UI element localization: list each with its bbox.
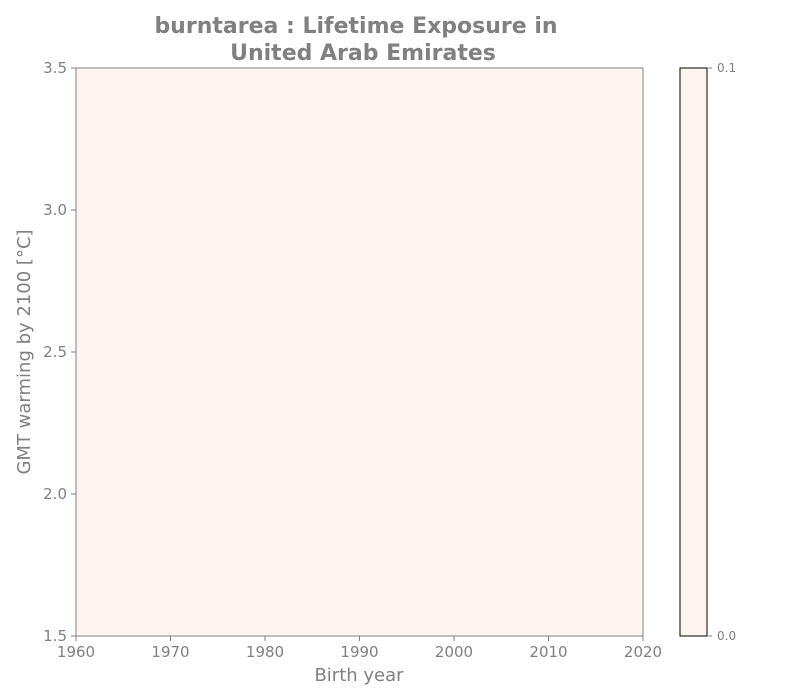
x-tick-label: 1980 [246,643,284,661]
x-tick-label: 2000 [435,643,473,661]
x-tick-label: 2010 [529,643,567,661]
colorbar-ticks: 0.0 0.1 [707,61,736,643]
colorbar-frame [679,67,708,637]
y-tick-label: 2.0 [43,485,67,503]
x-axis-label: Birth year [314,665,404,686]
x-axis: 1960 1970 1980 1990 2000 2010 2020 [57,636,662,661]
x-tick-label: 1960 [57,643,95,661]
colorbar: 0.0 0.1 [679,61,736,643]
chart-title-line-1: burntarea : Lifetime Exposure in [154,14,557,39]
colorbar-tick-label: 0.1 [717,61,736,75]
colorbar-fill [680,68,707,636]
x-tick-label: 1970 [151,643,189,661]
x-tick-label: 1990 [340,643,378,661]
colorbar-tick-label: 0.0 [717,629,736,643]
y-tick-label: 2.5 [43,343,67,361]
chart-title: burntarea : Lifetime Exposure in United … [154,14,557,66]
y-axis: 1.5 2.0 2.5 3.0 3.5 [43,59,76,645]
x-tick-label: 2020 [624,643,662,661]
y-tick-label: 3.0 [43,201,67,219]
heatmap-field [76,68,643,636]
y-tick-label: 1.5 [43,627,67,645]
chart-title-line-2: United Arab Emirates [230,41,496,66]
y-axis-label: GMT warming by 2100 [°C] [14,229,35,474]
plot-area [75,67,644,637]
y-tick-label: 3.5 [43,59,67,77]
